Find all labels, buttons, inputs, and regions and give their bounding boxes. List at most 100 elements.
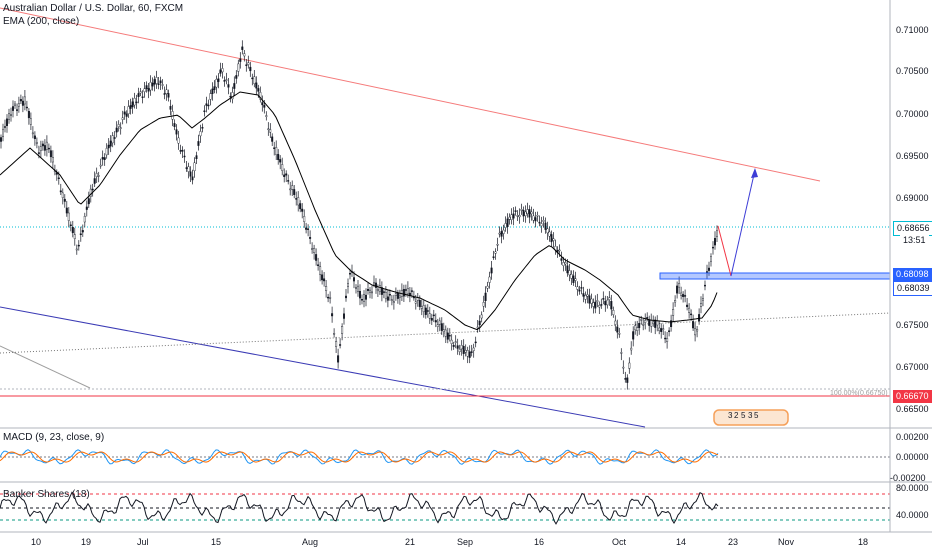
macd-axis[interactable]: 0.00200 0.00000 -0.00200 [890,432,929,483]
candle-body [241,46,244,50]
candle-body [353,277,356,282]
candle-body [47,147,50,150]
candle-body [410,290,413,292]
candle-body [498,232,501,235]
banker-axis[interactable]: 80.0000 40.0000 [896,483,929,520]
candle-body [29,118,32,125]
channel-lower-trendline[interactable] [0,306,646,428]
candle-body [333,333,336,335]
candle-body [203,110,206,113]
candle-body [323,278,326,282]
fib-level-label: 100.00%(0.66750) [830,390,888,397]
candle-body [135,101,138,104]
banker-shares-line [0,491,719,525]
candle-body [598,305,601,308]
candle-body [646,317,649,319]
candle-body [271,136,274,142]
candle-body [217,78,220,82]
price-candles [0,40,719,390]
candle-body [624,378,627,380]
candle-body [331,313,334,317]
candle-body [436,324,439,327]
candle-body [95,173,98,177]
candle-body [275,147,278,155]
candle-body [153,79,156,85]
candle-body [528,209,531,218]
price-axis[interactable]: 0.71000 0.70500 0.70000 0.69500 0.69000 … [896,25,929,414]
candle-body [508,216,511,220]
candle-body [311,248,314,250]
candle-body [219,69,222,74]
price-zone-box[interactable] [659,272,891,280]
candle-body [39,146,42,151]
wave-label-5: 5 [754,411,759,420]
candle-body [648,319,651,326]
candle-body [365,294,368,300]
price-tick: 0.67500 [896,320,929,330]
candle-body [355,287,358,289]
time-axis[interactable]: 10 19 Jul 15 Aug 21 Sep 16 Oct 14 23 Nov… [31,537,868,547]
candle-body [319,266,322,275]
candle-body [167,93,170,98]
main-pane[interactable]: 3 2 5 3 5 100.00%(0.66750) [0,7,891,428]
candle-body [159,80,162,84]
time-tick: 19 [81,537,91,547]
candle-body [590,298,593,304]
candle-body [309,237,312,239]
candle-body [231,92,234,100]
candle-body [341,326,344,334]
elliott-wave-badge[interactable]: 3 2 5 3 5 [713,409,789,426]
candle-body [119,127,122,129]
candle-body [444,329,447,337]
symbol-title[interactable]: Australian Dollar / U.S. Dollar, 60, FXC… [3,3,184,14]
candle-body [31,132,34,135]
candle-body [700,303,703,307]
candle-body [386,296,389,301]
candle-body [235,75,238,79]
candle-body [394,293,397,297]
candle-body [672,309,675,316]
candle-body [378,285,381,292]
candle-body [105,148,108,156]
resistance-trendline[interactable] [0,7,821,182]
candle-body [109,140,112,147]
ema-indicator-label[interactable]: EMA (200, close) [3,16,80,27]
banker-shares-pane[interactable] [0,491,890,525]
candle-body [558,249,561,252]
candle-body [616,326,619,333]
candle-body [223,80,226,82]
wave-label-2: 2 [734,411,739,420]
candle-body [546,228,549,234]
candle-body [678,283,681,288]
candle-body [189,171,192,177]
countdown-tag: 13:51 [900,234,929,247]
price-tick: 0.69000 [896,193,929,203]
candle-body [676,285,679,294]
macd-pane[interactable] [0,449,890,465]
time-tick: Oct [612,537,627,547]
candle-body [716,230,719,237]
candle-body [169,106,172,110]
candle-body [524,211,527,216]
candle-body [207,104,210,107]
candle-body [544,222,547,230]
candle-body [462,346,465,354]
candle-body [550,234,553,243]
time-tick: Aug [302,537,318,547]
candle-body [480,314,483,319]
candle-body [285,173,288,176]
macd-indicator-label[interactable]: MACD (9, 23, close, 9) [3,432,105,443]
candle-body [127,106,130,115]
banker-indicator-label[interactable]: Banker Shares (18) [3,489,90,500]
candle-body [596,300,599,302]
candle-body [696,329,699,332]
candle-body [392,301,395,303]
candle-body [81,230,84,233]
grey-trendline [0,345,91,389]
candle-body [602,298,605,300]
candle-body [660,328,663,332]
candle-body [313,247,316,253]
candle-body [63,198,66,202]
candle-body [636,327,639,332]
